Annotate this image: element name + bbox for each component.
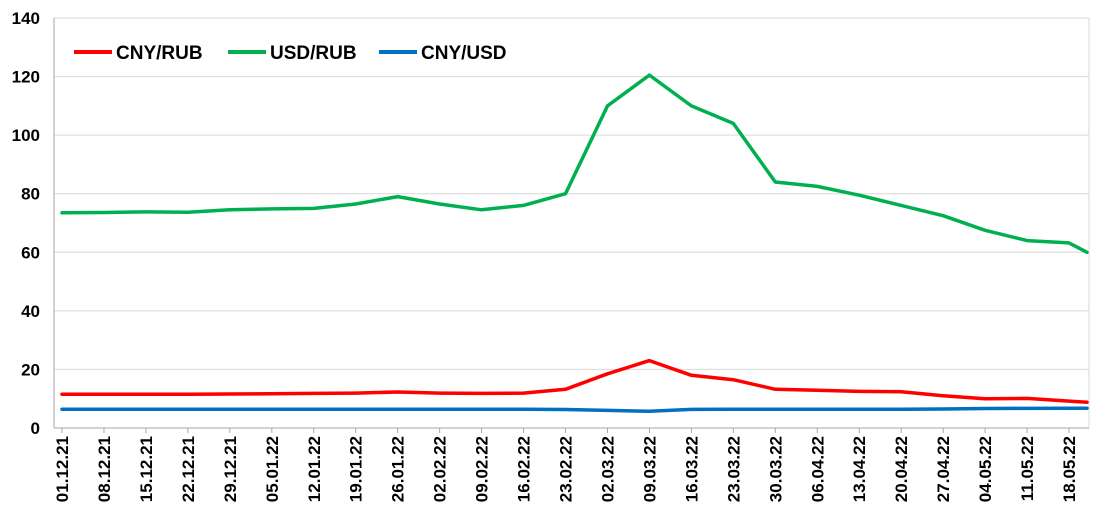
- y-tick-label: 80: [21, 185, 40, 204]
- x-tick-label: 29.12.21: [221, 436, 240, 502]
- x-tick-label: 30.03.22: [766, 436, 785, 502]
- x-tick-label: 06.04.22: [808, 436, 827, 502]
- y-tick-label: 20: [21, 360, 40, 379]
- x-tick-label: 18.05.22: [1060, 436, 1079, 502]
- x-tick-label: 04.05.22: [976, 436, 995, 502]
- legend-label: USD/RUB: [270, 43, 357, 64]
- y-tick-label: 40: [21, 302, 40, 321]
- x-tick-label: 23.03.22: [724, 436, 743, 502]
- y-axis-ticks: 0 20 40 60 80 100 120 140: [12, 9, 40, 438]
- y-tick-label: 100: [12, 126, 40, 145]
- grid-lines: [54, 17, 1090, 428]
- x-tick-label: 15.12.21: [137, 436, 156, 502]
- series-lines: [60, 73, 1089, 414]
- x-tick-label: 27.04.22: [934, 436, 953, 502]
- x-tick-label: 08.12.21: [95, 436, 114, 502]
- x-tick-label: 26.01.22: [389, 436, 408, 502]
- x-tick-label: 05.01.22: [263, 436, 282, 502]
- series-line-usd-rub: [60, 73, 1089, 255]
- legend-label: CNY/USD: [421, 43, 507, 64]
- x-axis-ticks: 01.12.21 08.12.21 15.12.21 22.12.21 29.12.21…: [53, 428, 1079, 502]
- legend-label: CNY/RUB: [116, 43, 203, 64]
- x-tick-label: 19.01.22: [347, 436, 366, 502]
- series-line-cny-rub: [60, 358, 1089, 404]
- x-tick-label: 16.02.22: [515, 436, 534, 502]
- x-tick-label: 09.03.22: [640, 436, 659, 502]
- axes: [53, 18, 1089, 429]
- x-tick-label: 02.03.22: [598, 436, 617, 502]
- x-tick-label: 01.12.21: [53, 436, 72, 502]
- x-tick-label: 02.02.22: [431, 436, 450, 502]
- y-tick-label: 140: [12, 9, 40, 28]
- series-line-cny-usd: [60, 406, 1089, 414]
- x-tick-label: 22.12.21: [179, 436, 198, 502]
- y-tick-label: 120: [12, 68, 40, 87]
- x-tick-label: 16.03.22: [682, 436, 701, 502]
- x-tick-label: 12.01.22: [305, 436, 324, 502]
- legend: CNY/RUB USD/RUB CNY/USD: [74, 43, 507, 64]
- x-tick-label: 09.02.22: [473, 436, 492, 502]
- x-tick-label: 11.05.22: [1018, 436, 1037, 501]
- y-tick-label: 60: [21, 243, 40, 262]
- x-tick-label: 23.02.22: [557, 436, 576, 502]
- x-tick-label: 13.04.22: [850, 436, 869, 502]
- y-tick-label: 0: [31, 419, 40, 438]
- x-tick-label: 20.04.22: [892, 436, 911, 502]
